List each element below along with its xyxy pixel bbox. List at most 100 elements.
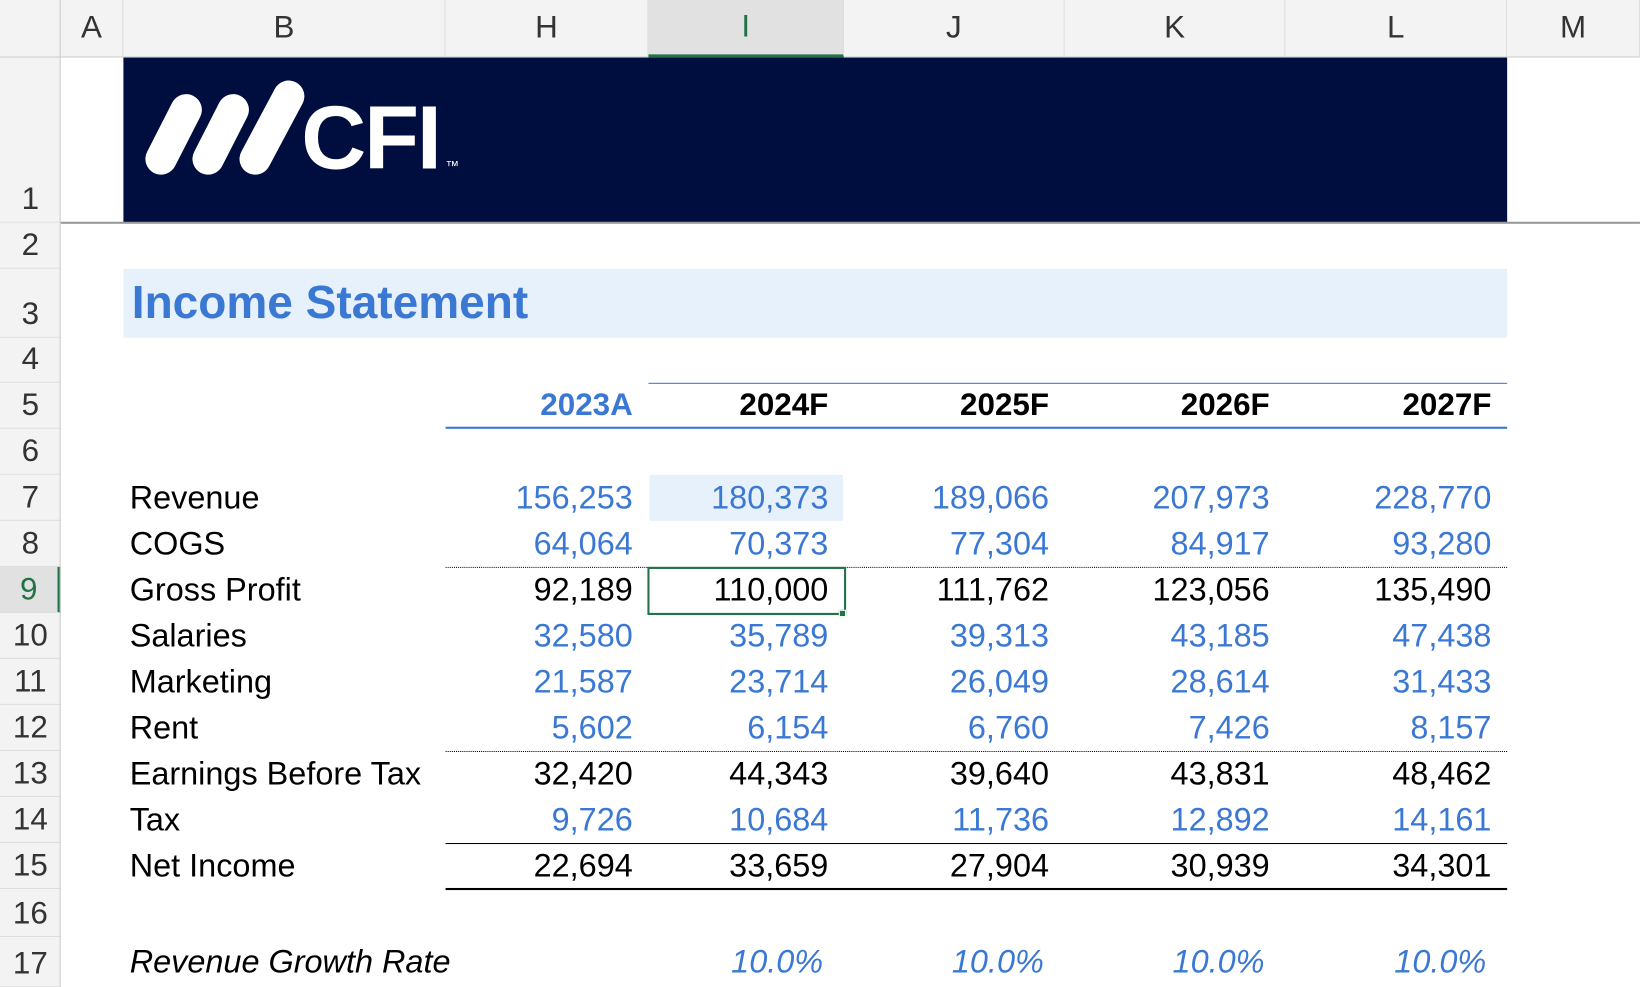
- cell-value: 135,490: [1374, 571, 1492, 608]
- row-label: Salaries: [129, 617, 247, 654]
- row-number: 7: [0, 474, 61, 521]
- cell-value: 123,056: [1152, 571, 1270, 608]
- row-number: 2: [0, 222, 61, 269]
- cell-value: 5,602: [551, 709, 633, 746]
- cell-value: 9,726: [551, 801, 633, 838]
- cell-value: 70,373: [729, 525, 829, 562]
- cell-value: 28,614: [1170, 663, 1270, 700]
- row-number: 13: [0, 750, 61, 797]
- cell-value: 93,280: [1392, 525, 1492, 562]
- cell-value: 12,892: [1170, 801, 1270, 838]
- column-header: A: [60, 0, 124, 58]
- cell-value: 23,714: [729, 663, 829, 700]
- cell-value: 6,154: [747, 709, 829, 746]
- row-number: 10: [0, 612, 61, 659]
- cell-value: 228,770: [1374, 479, 1492, 516]
- cell-fill: [649, 474, 843, 521]
- border: [445, 887, 1508, 891]
- cell-value: 30,939: [1170, 847, 1270, 884]
- cell-value: 14,161: [1392, 801, 1492, 838]
- cell-value: 64,064: [533, 525, 633, 562]
- column-header: K: [1064, 0, 1286, 58]
- cell-value: 6,760: [967, 709, 1050, 746]
- logo-mark: [145, 80, 305, 175]
- sheet-title: Income Statement: [123, 268, 1508, 338]
- growth-value: 10.0%: [1172, 943, 1265, 981]
- row-number: 12: [0, 704, 61, 751]
- fill-handle: [838, 609, 847, 618]
- row-number: 16: [0, 889, 61, 938]
- growth-value: 10.0%: [1394, 943, 1487, 981]
- cell-value: 10,684: [729, 801, 829, 838]
- column-header: L: [1285, 0, 1508, 58]
- cell-value: 48,462: [1392, 755, 1492, 792]
- row-number: 3: [0, 268, 61, 338]
- selected-cell: [647, 566, 847, 615]
- row-header-edge: [59, 0, 61, 987]
- row-label: Net Income: [129, 847, 296, 884]
- cell-value: 39,313: [949, 617, 1050, 654]
- cell-value: 7,426: [1188, 709, 1270, 746]
- row-label: Earnings Before Tax: [129, 755, 422, 792]
- row-number: 8: [0, 520, 61, 567]
- logo-trademark: ™: [445, 157, 460, 174]
- cell-value: 111,762: [936, 571, 1050, 608]
- row-label: COGS: [129, 525, 226, 562]
- row-number: 11: [0, 658, 61, 705]
- cell-value: 77,304: [949, 525, 1050, 562]
- row-number: 5: [0, 382, 61, 429]
- cell-value: 156,253: [515, 479, 633, 516]
- cell-value: 32,420: [533, 755, 633, 792]
- cell-value: 207,973: [1152, 479, 1270, 516]
- period-header: 2023A: [540, 388, 633, 423]
- corner: [0, 0, 61, 58]
- period-header: 2026F: [1180, 388, 1270, 423]
- border: [445, 426, 1508, 429]
- logo-text: CFI: [301, 87, 442, 189]
- cell-value: 43,831: [1170, 755, 1270, 792]
- column-header: M: [1507, 0, 1640, 58]
- cell-value: 84,917: [1170, 525, 1270, 562]
- cell-value: 35,789: [729, 617, 829, 654]
- row-label: Rent: [129, 709, 199, 746]
- row-number: 4: [0, 337, 61, 383]
- cell-value: 34,301: [1392, 847, 1492, 884]
- border: [445, 566, 1508, 568]
- cell-value: 22,694: [533, 847, 633, 884]
- cell-value: 39,640: [949, 755, 1050, 792]
- period-header: 2024F: [739, 388, 829, 423]
- row-number: 15: [0, 842, 61, 890]
- row-label: Marketing: [129, 663, 273, 700]
- border: [445, 842, 1508, 845]
- cell-value: 31,433: [1392, 663, 1492, 700]
- cell-value: 26,049: [949, 663, 1050, 700]
- border: [445, 750, 1508, 753]
- cell-value: 110,000: [713, 571, 829, 608]
- column-header: H: [445, 0, 649, 58]
- cell-value: 27,904: [949, 847, 1050, 884]
- column-header: I: [648, 0, 845, 58]
- column-header: J: [844, 0, 1065, 58]
- row-label: Revenue: [129, 479, 260, 516]
- cell-value: 44,343: [729, 755, 829, 792]
- growth-label: Revenue Growth Rate: [129, 943, 451, 981]
- growth-value: 10.0%: [731, 943, 824, 981]
- cell-value: 11,736: [952, 801, 1050, 838]
- border: [648, 382, 1508, 384]
- cell-value: 189,066: [931, 479, 1050, 516]
- row-label: Tax: [129, 801, 181, 838]
- logo-banner: CFI ™: [123, 57, 1508, 223]
- gridline: [60, 221, 1640, 224]
- period-header: 2025F: [960, 388, 1050, 423]
- row-label: Gross Profit: [129, 571, 301, 608]
- column-header: B: [123, 0, 446, 58]
- cell-value: 43,185: [1170, 617, 1270, 654]
- row-number: 9: [0, 566, 61, 613]
- cell-value: 21,587: [533, 663, 633, 700]
- row-number: 1: [0, 57, 61, 223]
- cell-value: 47,438: [1392, 617, 1492, 654]
- cell-value: 33,659: [729, 847, 829, 884]
- row-number: 17: [0, 937, 61, 987]
- cell-value: 180,373: [711, 479, 829, 516]
